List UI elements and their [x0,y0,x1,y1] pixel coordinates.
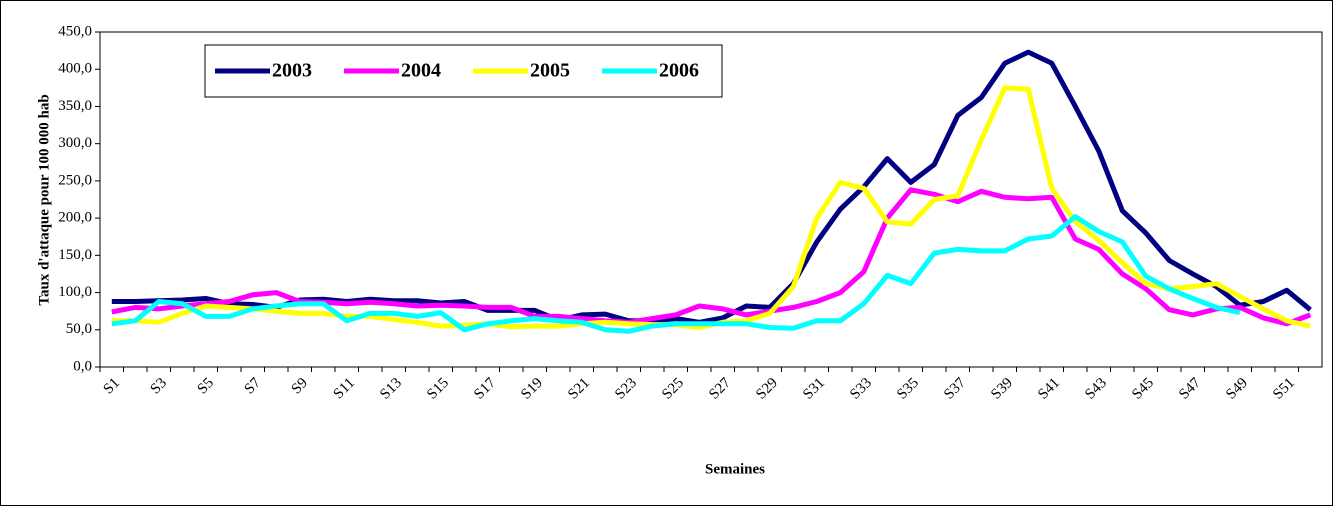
y-tick-label: 300,0 [58,135,92,151]
y-tick-label: 250,0 [58,172,92,188]
y-tick-label: 0,0 [73,358,92,374]
y-axis-title: Taux d'attaque pour 100 000 hab [36,94,52,305]
legend-label: 2003 [272,60,312,82]
x-axis-title: Semaines [705,461,765,477]
legend-label: 2004 [401,60,441,82]
y-tick-label: 50,0 [66,321,92,337]
legend-label: 2005 [530,60,570,82]
y-tick-label: 350,0 [58,98,92,114]
y-tick-label: 100,0 [58,284,92,300]
y-tick-label: 200,0 [58,210,92,226]
y-tick-label: 400,0 [58,61,92,77]
series-line [111,214,1241,334]
y-tick-label: 150,0 [58,247,92,263]
legend-label: 2006 [659,60,699,82]
y-tick-label: 450,0 [58,23,92,39]
